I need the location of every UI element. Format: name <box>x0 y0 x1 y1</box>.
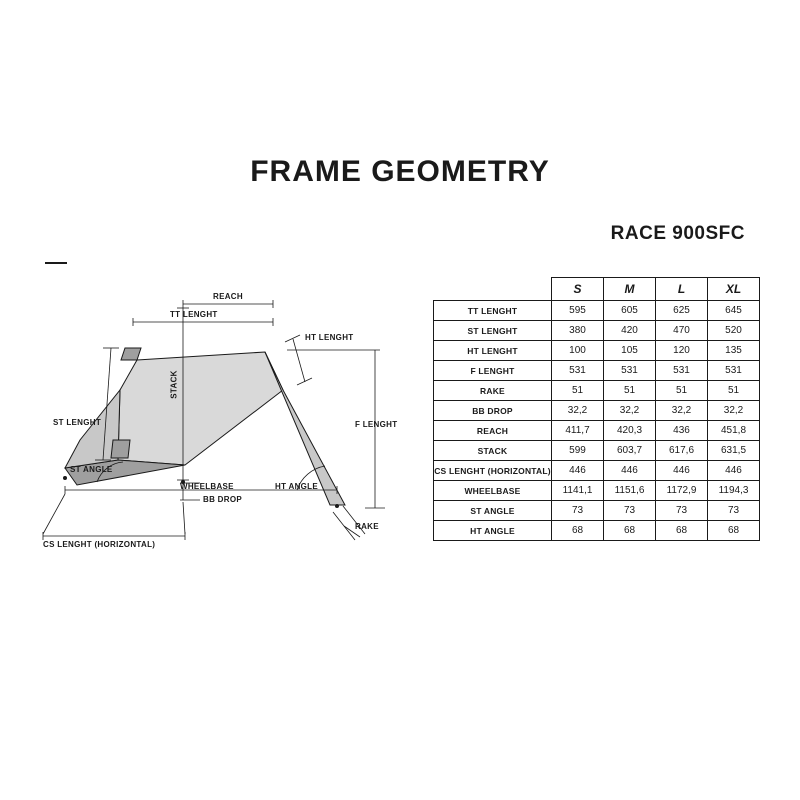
table-cell: 1194,3 <box>708 481 760 501</box>
table-cell: 68 <box>708 521 760 541</box>
table-cell: 446 <box>708 461 760 481</box>
table-row: WHEELBASE1141,11151,61172,91194,3 <box>434 481 760 501</box>
table-cell: 1151,6 <box>604 481 656 501</box>
table-cell: 105 <box>604 341 656 361</box>
lbl-f: F LENGHT <box>355 420 397 429</box>
header-blank <box>434 278 552 301</box>
row-label: RAKE <box>434 381 552 401</box>
table-cell: 51 <box>708 381 760 401</box>
table-cell: 51 <box>604 381 656 401</box>
table-row: HT ANGLE68686868 <box>434 521 760 541</box>
size-col-xl: XL <box>708 278 760 301</box>
table-header-row: S M L XL <box>434 278 760 301</box>
lbl-rake: RAKE <box>355 522 379 531</box>
table-cell: 380 <box>552 321 604 341</box>
row-label: BB DROP <box>434 401 552 421</box>
table-cell: 446 <box>552 461 604 481</box>
table-row: RAKE51515151 <box>434 381 760 401</box>
table-cell: 436 <box>656 421 708 441</box>
table-cell: 631,5 <box>708 441 760 461</box>
row-label: WHEELBASE <box>434 481 552 501</box>
size-col-l: L <box>656 278 708 301</box>
lbl-st-angle: ST ANGLE <box>70 465 113 474</box>
table-cell: 73 <box>656 501 708 521</box>
row-label: HT ANGLE <box>434 521 552 541</box>
table-cell: 1172,9 <box>656 481 708 501</box>
lbl-wheelbase: WHEELBASE <box>180 482 234 491</box>
table-row: BB DROP32,232,232,232,2 <box>434 401 760 421</box>
table-row: REACH411,7420,3436451,8 <box>434 421 760 441</box>
table-cell: 68 <box>656 521 708 541</box>
table-cell: 595 <box>552 301 604 321</box>
table-cell: 68 <box>604 521 656 541</box>
table-cell: 32,2 <box>656 401 708 421</box>
lbl-bb-drop: BB DROP <box>203 495 242 504</box>
table-cell: 120 <box>656 341 708 361</box>
table-cell: 446 <box>604 461 656 481</box>
table-row: ST LENGHT380420470520 <box>434 321 760 341</box>
row-label: ST ANGLE <box>434 501 552 521</box>
table-cell: 73 <box>604 501 656 521</box>
table-row: STACK599603,7617,6631,5 <box>434 441 760 461</box>
row-label: TT LENGHT <box>434 301 552 321</box>
table-cell: 32,2 <box>604 401 656 421</box>
row-label: STACK <box>434 441 552 461</box>
model-name: RACE 900SFC <box>611 223 745 245</box>
table-cell: 32,2 <box>708 401 760 421</box>
geometry-table: S M L XL TT LENGHT595605625645ST LENGHT3… <box>433 277 760 541</box>
lbl-stack: STACK <box>170 370 179 398</box>
table-row: CS LENGHT (HORIZONTAL)446446446446 <box>434 461 760 481</box>
page-title: FRAME GEOMETRY <box>0 155 800 189</box>
table-cell: 451,8 <box>708 421 760 441</box>
table-cell: 470 <box>656 321 708 341</box>
table-cell: 531 <box>604 361 656 381</box>
size-col-m: M <box>604 278 656 301</box>
table-cell: 420 <box>604 321 656 341</box>
row-label: F LENGHT <box>434 361 552 381</box>
table-cell: 520 <box>708 321 760 341</box>
table-cell: 411,7 <box>552 421 604 441</box>
row-label: REACH <box>434 421 552 441</box>
table-cell: 531 <box>552 361 604 381</box>
lbl-ht: HT LENGHT <box>305 333 353 342</box>
table-cell: 68 <box>552 521 604 541</box>
table-cell: 645 <box>708 301 760 321</box>
table-row: HT LENGHT100105120135 <box>434 341 760 361</box>
table-cell: 446 <box>656 461 708 481</box>
frame-diagram: REACH TT LENGHT HT LENGHT STACK ST LENGH… <box>25 290 395 550</box>
accent-dash <box>45 262 67 264</box>
table-cell: 1141,1 <box>552 481 604 501</box>
lbl-st: ST LENGHT <box>53 418 101 427</box>
table-cell: 531 <box>708 361 760 381</box>
lbl-ht-angle: HT ANGLE <box>275 482 318 491</box>
lbl-reach: REACH <box>213 292 243 301</box>
lbl-tt: TT LENGHT <box>170 310 218 319</box>
table-cell: 32,2 <box>552 401 604 421</box>
table-cell: 135 <box>708 341 760 361</box>
table-body: TT LENGHT595605625645ST LENGHT3804204705… <box>434 301 760 541</box>
table-row: TT LENGHT595605625645 <box>434 301 760 321</box>
table-cell: 531 <box>656 361 708 381</box>
row-label: HT LENGHT <box>434 341 552 361</box>
table-cell: 51 <box>656 381 708 401</box>
table-cell: 73 <box>708 501 760 521</box>
row-label: ST LENGHT <box>434 321 552 341</box>
table-cell: 617,6 <box>656 441 708 461</box>
table-cell: 100 <box>552 341 604 361</box>
table-cell: 51 <box>552 381 604 401</box>
table-row: F LENGHT531531531531 <box>434 361 760 381</box>
size-col-s: S <box>552 278 604 301</box>
table-cell: 420,3 <box>604 421 656 441</box>
row-label: CS LENGHT (HORIZONTAL) <box>434 461 552 481</box>
table-cell: 603,7 <box>604 441 656 461</box>
table-cell: 605 <box>604 301 656 321</box>
table-row: ST ANGLE73737373 <box>434 501 760 521</box>
table-cell: 73 <box>552 501 604 521</box>
table-cell: 625 <box>656 301 708 321</box>
lbl-cs: CS LENGHT (HORIZONTAL) <box>43 540 155 549</box>
table-cell: 599 <box>552 441 604 461</box>
